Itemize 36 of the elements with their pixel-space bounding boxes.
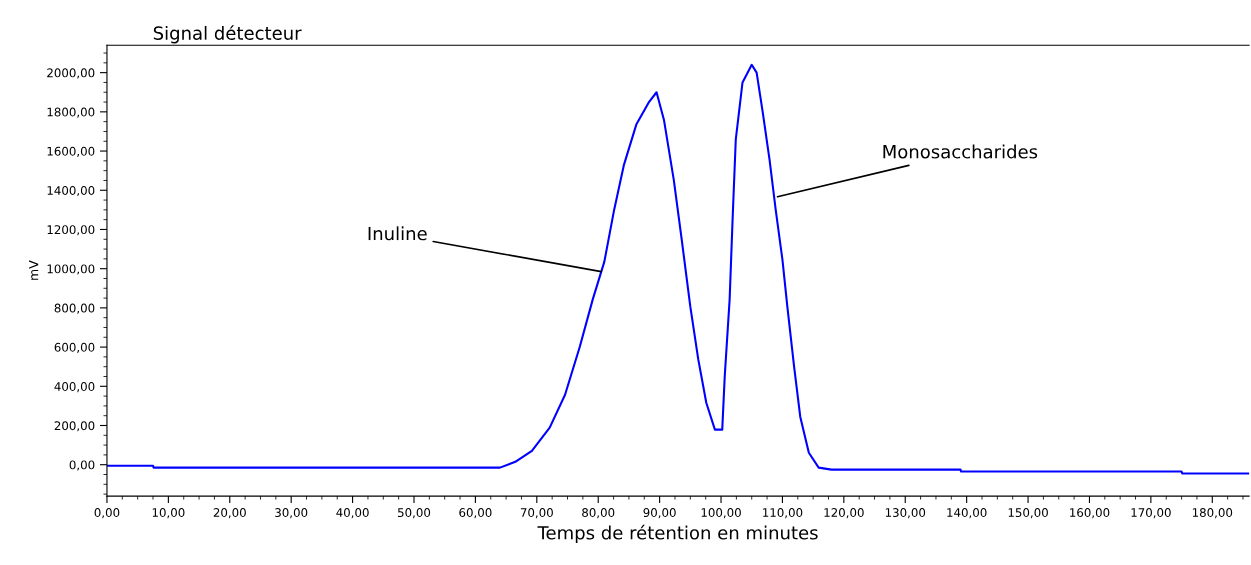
x-tick-label: 60,00 bbox=[459, 508, 492, 519]
x-tick-label: 170,00 bbox=[1131, 508, 1171, 519]
x-axis-title: Temps de rétention en minutes bbox=[537, 524, 818, 544]
y-tick-label: 0,00 bbox=[69, 460, 95, 471]
x-tick-label: 30,00 bbox=[275, 508, 308, 519]
x-tick-label: 180,00 bbox=[1192, 508, 1233, 519]
x-tick-label: 50,00 bbox=[398, 508, 431, 519]
x-tick-label: 40,00 bbox=[336, 508, 369, 519]
annotation: Monosaccharides bbox=[883, 144, 1038, 159]
x-tick-label: 0,00 bbox=[94, 508, 120, 519]
y-tick-label: 400,00 bbox=[54, 382, 95, 393]
y-tick-label: 1600,00 bbox=[47, 146, 95, 157]
chart-title: Signal détecteur bbox=[153, 25, 302, 44]
x-tick-label: 110,00 bbox=[763, 508, 803, 519]
x-tick-label: 160,00 bbox=[1070, 508, 1110, 519]
x-tick-label: 20,00 bbox=[213, 508, 246, 519]
y-tick-label: 1800,00 bbox=[47, 107, 95, 118]
x-tick-label: 130,00 bbox=[885, 508, 926, 519]
y-tick-label: 1200,00 bbox=[47, 225, 95, 236]
y-tick-label: 1000,00 bbox=[47, 264, 95, 275]
y-axis-title: mV bbox=[29, 260, 39, 280]
y-tick-label: 800,00 bbox=[54, 303, 95, 314]
y-tick-label: 200,00 bbox=[54, 421, 95, 432]
x-tick-label: 100,00 bbox=[701, 508, 741, 519]
line-series bbox=[106, 63, 1250, 475]
x-tick-label: 150,00 bbox=[1008, 508, 1048, 519]
y-tick-label: 2000,00 bbox=[47, 68, 95, 79]
annotation: Inuline bbox=[368, 226, 427, 241]
x-tick-label: 120,00 bbox=[824, 508, 864, 519]
x-tick-label: 10,00 bbox=[152, 508, 185, 519]
y-tick-label: 1400,00 bbox=[47, 185, 95, 197]
x-tick-label: 80,00 bbox=[582, 508, 615, 519]
x-tick-label: 90,00 bbox=[643, 508, 676, 519]
x-tick-label: 70,00 bbox=[520, 508, 553, 519]
x-tick-label: 140,00 bbox=[947, 508, 987, 519]
y-tick-label: 600,00 bbox=[54, 342, 95, 353]
